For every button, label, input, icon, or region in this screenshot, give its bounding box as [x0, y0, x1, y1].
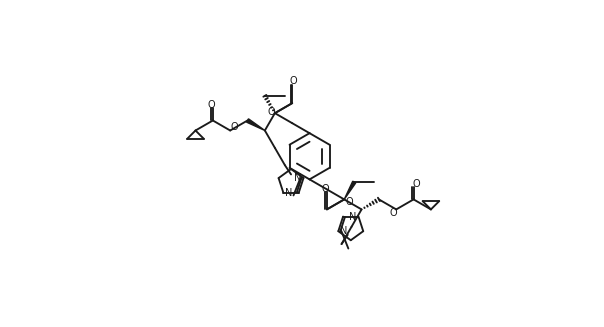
Polygon shape: [246, 119, 265, 130]
Text: O: O: [289, 76, 297, 86]
Text: O: O: [231, 122, 239, 132]
Text: O: O: [321, 183, 329, 194]
Text: O: O: [390, 208, 397, 218]
Text: N: N: [294, 173, 302, 183]
Text: O: O: [412, 179, 420, 189]
Text: N: N: [340, 226, 347, 236]
Text: O: O: [345, 198, 353, 207]
Text: O: O: [208, 100, 215, 110]
Text: N: N: [285, 188, 292, 198]
Polygon shape: [344, 181, 356, 199]
Text: N: N: [349, 212, 357, 222]
Text: O: O: [267, 107, 275, 117]
